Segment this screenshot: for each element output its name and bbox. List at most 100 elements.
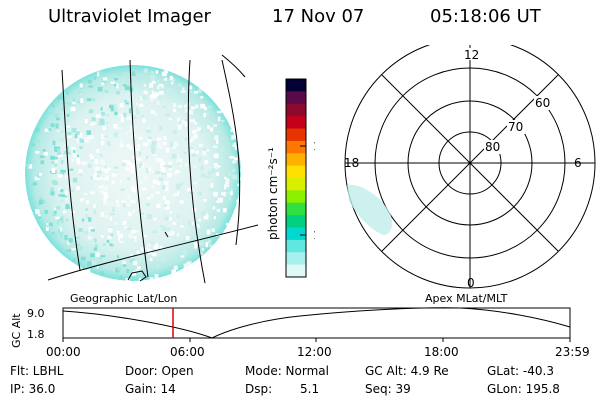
speckle-pixel xyxy=(76,136,79,141)
speckle-pixel xyxy=(51,180,57,185)
speckle-pixel xyxy=(221,192,224,196)
speckle-pixel xyxy=(42,149,46,152)
speckle-pixel xyxy=(184,122,188,128)
speckle-pixel xyxy=(81,218,85,222)
speckle-pixel xyxy=(48,222,53,227)
speckle-pixel xyxy=(78,228,83,233)
apex-projection-label: Apex MLat/MLT xyxy=(425,292,508,305)
speckle-pixel xyxy=(77,132,83,138)
speckle-pixel xyxy=(126,227,131,231)
speckle-pixel xyxy=(176,186,180,190)
speckle-pixel xyxy=(96,148,99,153)
speckle-pixel xyxy=(144,91,148,95)
speckle-pixel xyxy=(165,186,169,192)
speckle-pixel xyxy=(102,200,108,205)
speckle-pixel xyxy=(136,102,139,105)
speckle-pixel xyxy=(51,232,55,235)
colorbar-band xyxy=(286,103,306,117)
speckle-pixel xyxy=(216,182,220,185)
speckle-pixel xyxy=(179,158,182,163)
speckle-pixel xyxy=(40,160,45,165)
speckle-pixel xyxy=(213,191,218,197)
speckle-pixel xyxy=(193,165,197,169)
speckle-pixel xyxy=(184,118,188,121)
speckle-pixel xyxy=(113,107,118,112)
speckle-pixel xyxy=(184,104,188,109)
speckle-pixel xyxy=(173,141,178,147)
speckle-pixel xyxy=(128,233,133,239)
speckle-pixel xyxy=(53,233,58,238)
speckle-pixel xyxy=(229,195,232,201)
speckle-pixel xyxy=(188,85,193,90)
speckle-pixel xyxy=(160,161,165,166)
altitude-ylabel: GC Alt xyxy=(10,313,23,348)
speckle-pixel xyxy=(86,136,90,142)
speckle-pixel xyxy=(90,176,94,180)
speckle-pixel xyxy=(65,218,69,222)
speckle-pixel xyxy=(61,169,66,173)
altitude-xtick-0600: 06:00 xyxy=(170,345,205,359)
speckle-pixel xyxy=(156,101,160,105)
speckle-pixel xyxy=(105,175,109,181)
speckle-pixel xyxy=(185,163,188,167)
speckle-pixel xyxy=(106,113,110,117)
speckle-pixel xyxy=(217,165,221,168)
speckle-pixel xyxy=(138,137,143,140)
speckle-pixel xyxy=(223,192,226,197)
speckle-pixel xyxy=(143,235,147,238)
colorbar-band xyxy=(286,239,306,253)
speckle-pixel xyxy=(80,198,83,202)
speckle-pixel xyxy=(189,110,193,115)
speckle-pixel xyxy=(116,83,119,89)
speckle-pixel xyxy=(90,158,96,161)
colorbar-band xyxy=(286,227,306,241)
speckle-pixel xyxy=(141,187,146,191)
speckle-pixel xyxy=(177,117,180,122)
speckle-pixel xyxy=(225,178,230,183)
speckle-pixel xyxy=(60,234,63,239)
speckle-pixel xyxy=(150,71,155,74)
speckle-pixel xyxy=(79,173,82,176)
speckle-pixel xyxy=(222,208,227,213)
speckle-pixel xyxy=(137,145,141,149)
speckle-pixel xyxy=(93,76,96,80)
speckle-pixel xyxy=(99,190,103,194)
speckle-pixel xyxy=(108,228,113,233)
speckle-pixel xyxy=(107,235,112,239)
speckle-pixel xyxy=(193,134,198,139)
speckle-pixel xyxy=(97,71,100,77)
speckle-pixel xyxy=(58,187,62,191)
dsp-value: 5.1 xyxy=(300,382,320,396)
speckle-pixel xyxy=(148,136,152,141)
speckle-pixel xyxy=(228,172,232,176)
speckle-pixel xyxy=(203,199,207,202)
speckle-pixel xyxy=(143,68,148,73)
speckle-pixel xyxy=(164,200,170,205)
speckle-pixel xyxy=(36,173,40,178)
speckle-pixel xyxy=(66,146,69,151)
speckle-pixel xyxy=(215,166,218,169)
speckle-pixel xyxy=(146,128,151,133)
speckle-pixel xyxy=(76,160,81,165)
speckle-pixel xyxy=(139,180,144,184)
speckle-pixel xyxy=(162,169,166,173)
speckle-pixel xyxy=(51,161,56,164)
speckle-pixel xyxy=(51,110,54,116)
speckle-pixel xyxy=(111,180,114,185)
speckle-pixel xyxy=(136,107,139,111)
door-info: Door: Open xyxy=(125,364,194,378)
colorbar: 100 10 photon cm⁻²s⁻¹ xyxy=(266,78,315,278)
speckle-pixel xyxy=(31,143,35,146)
speckle-pixel xyxy=(105,215,108,219)
speckle-pixel xyxy=(102,185,108,190)
speckle-pixel xyxy=(151,90,154,96)
instrument-title: Ultraviolet Imager xyxy=(48,6,211,27)
speckle-pixel xyxy=(116,255,119,259)
speckle-pixel xyxy=(50,155,55,160)
speckle-pixel xyxy=(32,182,37,186)
speckle-pixel xyxy=(136,250,140,255)
speckle-pixel xyxy=(116,91,121,95)
speckle-pixel xyxy=(54,113,59,118)
speckle-pixel xyxy=(213,153,219,159)
speckle-pixel xyxy=(152,230,158,234)
